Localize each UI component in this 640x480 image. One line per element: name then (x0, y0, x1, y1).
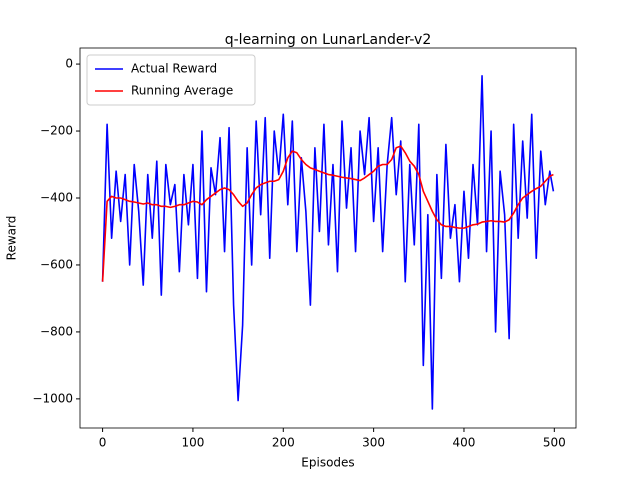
y-tick-label: 0 (65, 57, 73, 71)
x-tick-label: 100 (181, 436, 204, 450)
x-tick-label: 300 (362, 436, 385, 450)
plot-frame (79, 47, 577, 429)
x-axis-label: Episodes (301, 456, 354, 470)
x-tick-label: 500 (543, 436, 566, 450)
y-tick-label: −600 (40, 257, 73, 271)
legend-label: Running Average (131, 84, 233, 98)
series-line (101, 145, 554, 282)
chart-title: q-learning on LunarLander-v2 (225, 32, 432, 48)
y-tick-label: −400 (40, 190, 73, 204)
series-line (101, 74, 555, 410)
x-tick-label: 200 (272, 436, 295, 450)
y-tick-label: −1000 (32, 391, 73, 405)
y-tick-label: −200 (40, 124, 73, 138)
x-tick-label: 400 (453, 436, 476, 450)
x-tick-label: 0 (99, 436, 107, 450)
y-tick-label: −800 (40, 324, 73, 338)
legend-box (86, 54, 256, 106)
y-axis-label: Reward (5, 216, 19, 261)
legend-label: Actual Reward (131, 62, 217, 76)
